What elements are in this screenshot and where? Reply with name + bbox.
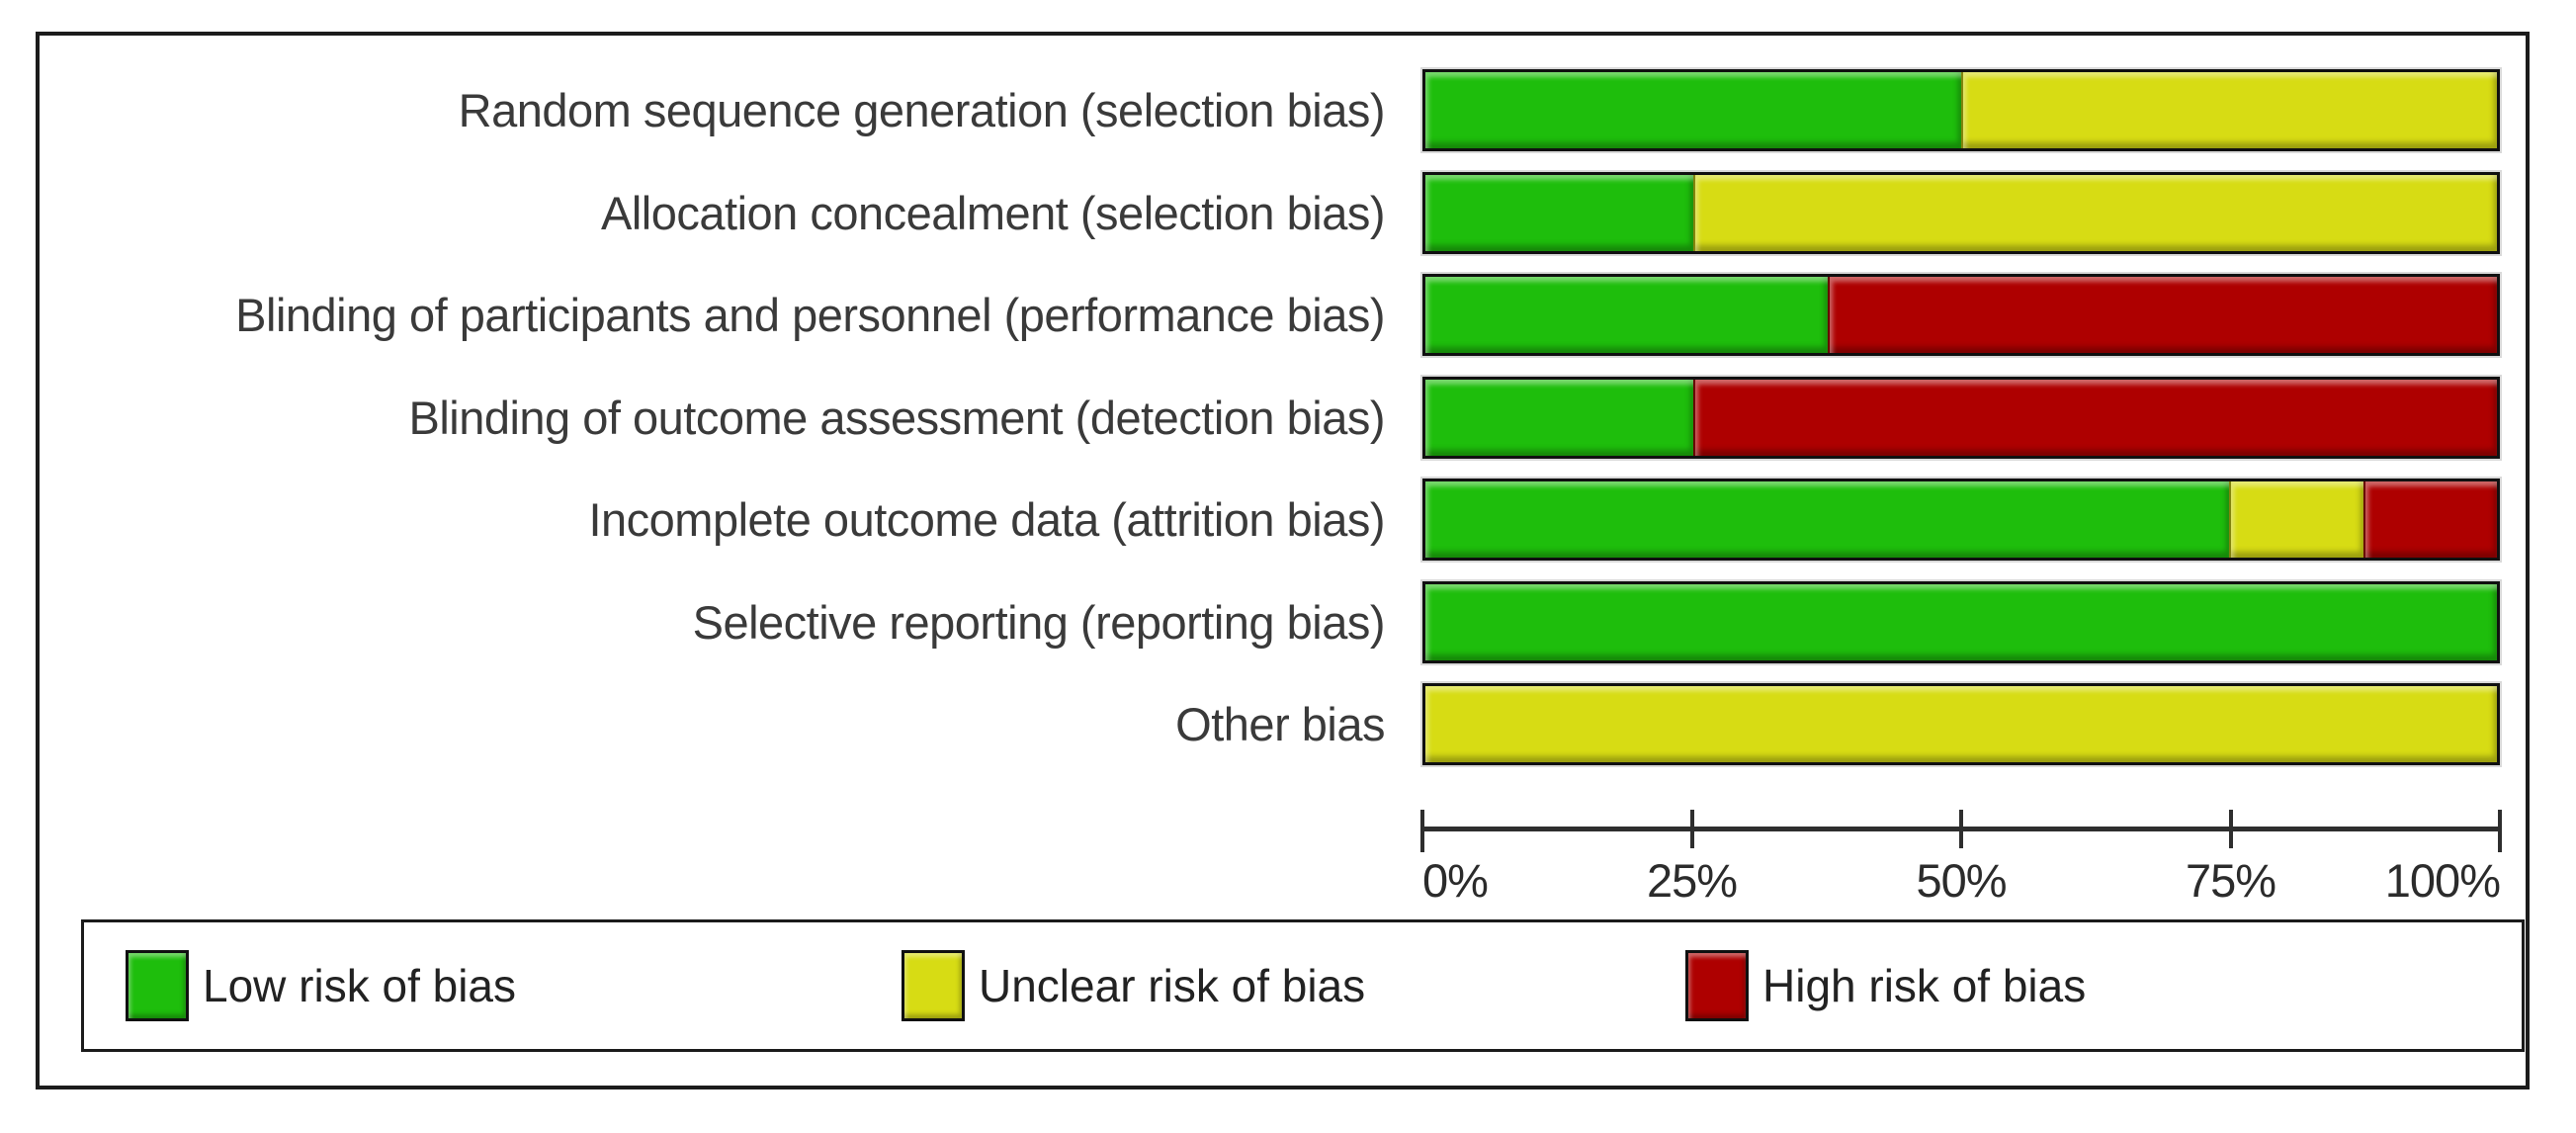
legend-label: Low risk of bias bbox=[203, 960, 517, 1011]
stacked-bar bbox=[1422, 580, 2500, 663]
bar-segment bbox=[1425, 174, 1693, 251]
bar-segment bbox=[1425, 481, 2229, 558]
chart-row: Random sequence generation (selection bi… bbox=[40, 69, 2526, 151]
legend-item: High risk of bias bbox=[1685, 922, 2086, 1049]
legend-swatch bbox=[902, 950, 965, 1021]
legend-item: Unclear risk of bias bbox=[902, 922, 1365, 1049]
axis-tick bbox=[1420, 810, 1424, 852]
bar-segment bbox=[1425, 686, 2497, 762]
bar-segment bbox=[1425, 72, 1961, 148]
stacked-bar bbox=[1422, 69, 2500, 151]
chart-row: Selective reporting (reporting bias) bbox=[40, 580, 2526, 663]
category-label: Incomplete outcome data (attrition bias) bbox=[588, 493, 1385, 546]
category-label: Allocation concealment (selection bias) bbox=[601, 186, 1385, 239]
bar-segment bbox=[1693, 379, 2497, 456]
chart-row: Blinding of outcome assessment (detectio… bbox=[40, 376, 2526, 459]
category-label: Other bias bbox=[1175, 698, 1385, 750]
risk-of-bias-figure: Random sequence generation (selection bi… bbox=[36, 32, 2530, 1089]
legend-label: Unclear risk of bias bbox=[979, 960, 1366, 1011]
axis-tick-label: 50% bbox=[1916, 854, 2007, 907]
stacked-bar bbox=[1422, 683, 2500, 765]
stacked-bar bbox=[1422, 274, 2500, 356]
axis-tick-label: 25% bbox=[1646, 854, 1738, 907]
chart-row: Blinding of participants and personnel (… bbox=[40, 274, 2526, 356]
bar-segment bbox=[1425, 583, 2497, 660]
legend-swatch bbox=[1685, 950, 1749, 1021]
bar-segment bbox=[1425, 277, 1828, 353]
axis-tick bbox=[2498, 810, 2502, 852]
axis-tick-label: 75% bbox=[2185, 854, 2276, 907]
legend-item: Low risk of bias bbox=[126, 922, 516, 1049]
axis-tick bbox=[1689, 810, 1694, 848]
bar-segment bbox=[1693, 174, 2497, 251]
stacked-bar bbox=[1422, 376, 2500, 459]
bar-segment bbox=[1425, 379, 1693, 456]
bar-rows: Random sequence generation (selection bi… bbox=[40, 69, 2526, 765]
category-label: Blinding of outcome assessment (detectio… bbox=[408, 391, 1385, 444]
axis-tick bbox=[2228, 810, 2233, 848]
x-axis: 0% 25% 50% 75% 100% bbox=[1420, 810, 2502, 938]
stacked-bar bbox=[1422, 479, 2500, 561]
category-label: Random sequence generation (selection bi… bbox=[458, 84, 1386, 136]
category-label: Selective reporting (reporting bias) bbox=[692, 595, 1386, 649]
axis-tick-label: 0% bbox=[1422, 854, 1489, 907]
category-label: Blinding of participants and personnel (… bbox=[235, 289, 1385, 341]
chart-row: Incomplete outcome data (attrition bias) bbox=[40, 479, 2526, 561]
legend-swatch bbox=[126, 950, 189, 1021]
bar-segment bbox=[2362, 481, 2497, 558]
bar-segment bbox=[1827, 277, 2497, 353]
bar-segment bbox=[2229, 481, 2363, 558]
legend-label: High risk of bias bbox=[1762, 960, 2087, 1011]
bar-segment bbox=[1961, 72, 2497, 148]
chart-row: Allocation concealment (selection bias) bbox=[40, 171, 2526, 254]
axis-tick-label: 100% bbox=[2384, 854, 2501, 907]
axis-tick bbox=[1959, 810, 1963, 848]
chart-row: Other bias bbox=[40, 683, 2526, 765]
stacked-bar bbox=[1422, 171, 2500, 254]
legend-box: Low risk of bias Unclear risk of bias High… bbox=[81, 919, 2525, 1052]
